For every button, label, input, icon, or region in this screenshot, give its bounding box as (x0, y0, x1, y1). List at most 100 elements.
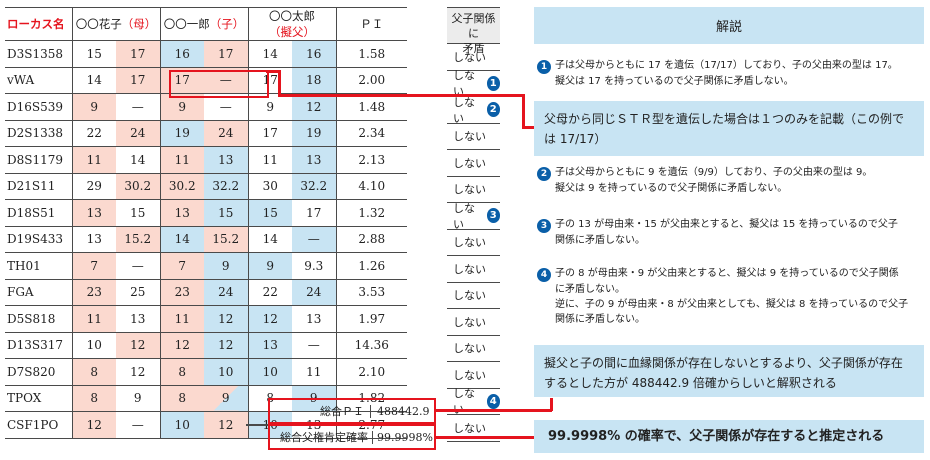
mother-allele-1: 29 (71, 173, 116, 200)
mother-allele-1: 12 (71, 411, 116, 439)
pi-cell: 2.13 (335, 146, 407, 174)
pi-cell: 3.53 (335, 279, 407, 306)
verdict-text: しない (453, 315, 486, 329)
paternity-verdict-cell: しない 3 (447, 201, 500, 231)
table-row: TPOX 8 9 8 9 8 9 1.82 (5, 385, 407, 412)
mother-allele-1: 13 (71, 226, 116, 253)
verdict-text: しない (453, 236, 486, 250)
table-row: D8S1179 11 14 11 13 11 13 2.13 (5, 146, 407, 174)
father-allele-2: 24 (292, 279, 336, 306)
child-role: （子） (209, 17, 245, 31)
mother-allele-1: 10 (71, 332, 116, 359)
note-marker-icon: 1 (486, 75, 500, 91)
child-allele-1: 12 (159, 332, 204, 359)
mother-allele-1: 23 (71, 279, 116, 306)
mother-allele-1: 14 (71, 67, 116, 94)
child-allele-2: 13 (204, 146, 248, 174)
mother-allele-1: 22 (71, 120, 116, 147)
table-row: D2S1338 22 24 19 24 17 19 2.34 (5, 120, 407, 147)
str-table: ローカス名 〇〇花子（母） 〇〇一郎（子） 〇〇太郎 （擬父） ＰＩ D3S135… (5, 7, 407, 439)
mother-allele-2: 30.2 (116, 173, 160, 200)
child-allele-2: 15 (204, 199, 248, 227)
locus-cell: D21S11 (5, 173, 72, 200)
note-4-line4: 関係に矛盾しない。 (555, 314, 645, 325)
child-allele-2: 15.2 (204, 226, 248, 253)
verdict-text: しない (453, 368, 486, 382)
locus-cell: D18S51 (5, 199, 72, 227)
locus-cell: D8S1179 (5, 146, 72, 174)
child-allele-2: 12 (204, 305, 248, 333)
mother-allele-2: 15 (116, 199, 160, 227)
explanation-title: 解説 (534, 7, 924, 44)
note-4-line2: に矛盾しない。 (555, 284, 625, 295)
paternity-header: 父子関係に 矛盾 (447, 7, 500, 55)
child-allele-2: 10 (204, 358, 248, 386)
child-allele-1: 8 (159, 385, 204, 412)
father-allele-1: 9 (247, 252, 292, 280)
verdict-text: しない (453, 387, 475, 416)
note-4-line3: 逆に、子の 9 が母由来・8 が父由来としても、擬父は 8 を持っているので父子 (555, 299, 909, 310)
note-1-number: 1 (537, 60, 551, 74)
father-allele-1: 17 (247, 120, 292, 147)
paternity-verdict-cell: しない (447, 309, 500, 336)
pi-cell: 2.00 (335, 67, 407, 94)
mother-allele-2: 12 (116, 332, 160, 359)
father-allele-1: 30 (247, 173, 292, 200)
paternity-verdict-cell: しない 2 (447, 95, 500, 125)
mother-allele-2: 24 (116, 120, 160, 147)
paternity-verdict-cell: しない (447, 177, 500, 203)
verdict-text: しない (453, 69, 475, 99)
locus-cell: D19S433 (5, 226, 72, 253)
mother-allele-2: 17 (116, 40, 160, 68)
verdict-text: しない (453, 289, 486, 303)
note-marker-icon: 2 (486, 102, 500, 118)
mother-allele-2: — (116, 252, 160, 280)
probability-label: 総合父権肯定確率 (280, 431, 368, 444)
probability-row: 総合父権肯定確率 99.9998% (268, 424, 436, 450)
father-allele-2: — (292, 226, 336, 253)
locus-cell: D7S820 (5, 358, 72, 386)
note-4-number: 4 (537, 268, 551, 282)
note-2-number: 2 (537, 167, 551, 181)
pi-cell: 1.58 (335, 40, 407, 68)
paternity-verdict-cell: しない (447, 230, 500, 256)
paternity-verdict-cell: しない (447, 283, 500, 309)
paternity-verdict-cell: しない (447, 124, 500, 150)
father-allele-1: 22 (247, 279, 292, 306)
mother-allele-1: 8 (71, 358, 116, 386)
paternity-verdict-cell: しない 1 (447, 69, 500, 98)
child-allele-1: 19 (159, 120, 204, 147)
father-allele-1: 10 (247, 358, 292, 386)
verdict-text: しない (453, 421, 486, 435)
paternity-verdict-cell: しない (447, 256, 500, 283)
child-allele-1: 30.2 (159, 173, 204, 200)
table-header-row: ローカス名 〇〇花子（母） 〇〇一郎（子） 〇〇太郎 （擬父） ＰＩ (5, 7, 407, 41)
child-allele-2: 24 (204, 279, 248, 306)
child-allele-1: 10 (159, 411, 204, 439)
conclusion-box: 99.9998% の確率で、父子関係が存在すると推定される (534, 420, 924, 453)
verdict-text: しない (453, 95, 475, 125)
note-3-number: 3 (537, 219, 551, 233)
locus-cell: TH01 (5, 252, 72, 280)
vwa-highlight (169, 70, 269, 98)
pi-cell: 14.36 (335, 332, 407, 359)
note-2-line2: 擬父は 9 を持っているので父子関係に矛盾しない。 (555, 183, 788, 194)
mother-allele-1: 13 (71, 199, 116, 227)
child-allele-1: 16 (159, 40, 204, 68)
mother-allele-1: 8 (71, 385, 116, 412)
table-row: D19S433 13 15.2 14 15.2 14—2.88 (5, 226, 407, 253)
verdict-text: しない (453, 201, 475, 231)
father-allele-2: 16 (292, 40, 336, 68)
father-role: （擬父） (269, 25, 315, 39)
table-row: vWA 14 17 17—17 18 2.00 (5, 67, 407, 94)
mother-allele-2: 25 (116, 279, 160, 306)
note-marker-icon: 4 (486, 393, 500, 409)
father-allele-2: 11 (292, 358, 336, 386)
mother-header: 〇〇花子（母） (71, 7, 160, 41)
pi-cell: 2.10 (335, 358, 407, 386)
paternity-verdict-cell: しない (447, 336, 500, 362)
note-2-line1: 子は父母からともに 9 を遺伝（9/9）しており、子の父由来の型は 9。 (555, 167, 873, 178)
pi-cell: 1.48 (335, 93, 407, 121)
locus-cell: D5S818 (5, 305, 72, 333)
paternity-verdict-cell: しない (447, 415, 500, 442)
